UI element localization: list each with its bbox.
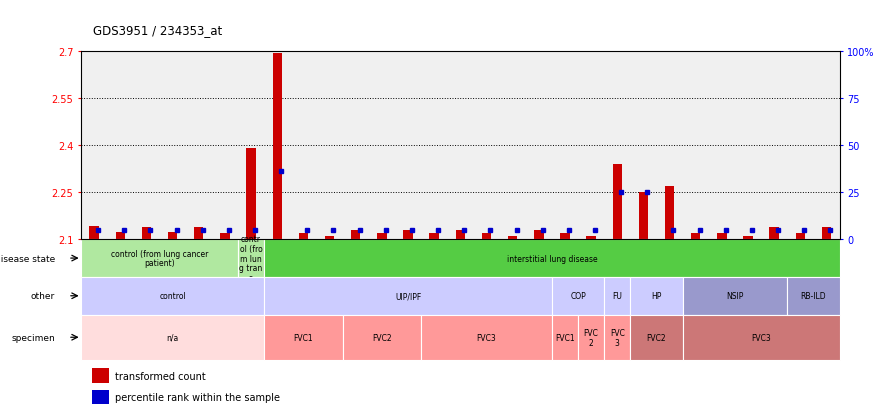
Bar [93, 368, 109, 383]
Bar [508, 237, 517, 240]
Text: contr
ol (fro
m lun
g tran
s: contr ol (fro m lun g tran s [240, 235, 263, 282]
Text: disease state: disease state [0, 254, 55, 263]
Text: FVC1: FVC1 [293, 333, 313, 342]
FancyBboxPatch shape [264, 240, 840, 277]
Text: FVC2: FVC2 [647, 333, 666, 342]
Text: n/a: n/a [167, 333, 179, 342]
Bar [351, 230, 360, 240]
Text: other: other [31, 292, 55, 301]
Bar [822, 227, 831, 240]
FancyBboxPatch shape [421, 315, 552, 360]
FancyBboxPatch shape [81, 315, 264, 360]
FancyBboxPatch shape [683, 277, 788, 315]
Bar [403, 230, 412, 240]
Text: percentile rank within the sample: percentile rank within the sample [115, 392, 280, 402]
FancyBboxPatch shape [788, 277, 840, 315]
FancyBboxPatch shape [630, 315, 683, 360]
Text: transformed count: transformed count [115, 370, 206, 381]
Bar [142, 227, 152, 240]
Bar [482, 233, 492, 240]
Bar [744, 237, 752, 240]
Text: UIP/IPF: UIP/IPF [395, 292, 421, 301]
Bar [534, 230, 544, 240]
Text: FVC3: FVC3 [751, 333, 771, 342]
Text: FVC3: FVC3 [477, 333, 496, 342]
Bar [665, 186, 674, 240]
FancyBboxPatch shape [343, 315, 421, 360]
Text: FVC
2: FVC 2 [584, 328, 598, 347]
FancyBboxPatch shape [81, 277, 264, 315]
FancyBboxPatch shape [683, 315, 840, 360]
Bar [90, 226, 99, 240]
Text: COP: COP [570, 292, 586, 301]
FancyBboxPatch shape [578, 315, 604, 360]
FancyBboxPatch shape [604, 277, 630, 315]
Bar [220, 233, 230, 240]
Text: FVC1: FVC1 [555, 333, 574, 342]
Text: RB-ILD: RB-ILD [801, 292, 826, 301]
Bar [377, 233, 387, 240]
Text: GDS3951 / 234353_at: GDS3951 / 234353_at [93, 24, 222, 37]
Bar [612, 164, 622, 240]
Text: FU: FU [612, 292, 622, 301]
FancyBboxPatch shape [552, 277, 604, 315]
Bar [587, 237, 596, 240]
Bar [691, 233, 700, 240]
Bar [769, 227, 779, 240]
Bar [429, 233, 439, 240]
Bar [299, 233, 308, 240]
Bar [796, 233, 805, 240]
Bar [560, 233, 570, 240]
Bar [194, 227, 204, 240]
FancyBboxPatch shape [552, 315, 578, 360]
FancyBboxPatch shape [81, 240, 238, 277]
FancyBboxPatch shape [238, 240, 264, 277]
Bar [325, 237, 334, 240]
Bar [639, 192, 648, 240]
Text: control (from lung cancer
patient): control (from lung cancer patient) [111, 249, 208, 268]
Text: FVC
3: FVC 3 [610, 328, 625, 347]
Text: NSIP: NSIP [726, 292, 744, 301]
Text: control: control [159, 292, 186, 301]
Bar [115, 233, 125, 240]
FancyBboxPatch shape [264, 277, 552, 315]
Text: HP: HP [651, 292, 662, 301]
Bar [717, 233, 727, 240]
Text: interstitial lung disease: interstitial lung disease [507, 254, 597, 263]
FancyBboxPatch shape [630, 277, 683, 315]
Bar [93, 390, 109, 404]
Bar [168, 233, 177, 240]
Bar [247, 149, 255, 240]
Bar [455, 230, 465, 240]
Bar [272, 54, 282, 240]
Text: specimen: specimen [11, 333, 55, 342]
Text: FVC2: FVC2 [372, 333, 392, 342]
FancyBboxPatch shape [264, 315, 343, 360]
FancyBboxPatch shape [604, 315, 630, 360]
